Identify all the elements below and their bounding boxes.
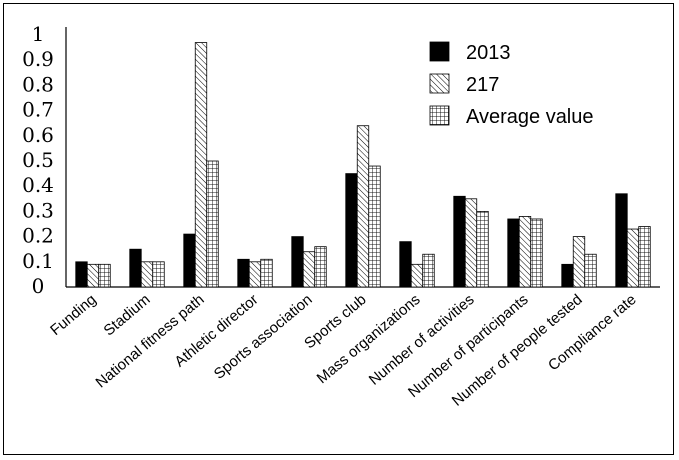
- bar-2013: [129, 248, 142, 288]
- bar-217: [248, 261, 262, 288]
- bar-2013: [561, 263, 574, 288]
- bar-2013: [507, 218, 520, 288]
- bar-average-value: [314, 246, 327, 288]
- y-tick-label: 0.9: [22, 47, 54, 71]
- bar-2013: [453, 195, 466, 288]
- bar-217: [410, 263, 424, 288]
- legend-label: 217: [466, 74, 499, 96]
- bar-2013: [291, 236, 304, 288]
- bar-217: [140, 261, 154, 288]
- bar-average-value: [476, 210, 489, 288]
- y-tick-label: 0.4: [22, 173, 54, 197]
- y-tick-label: 0.5: [22, 148, 54, 172]
- legend-swatch: [429, 105, 450, 126]
- bar-217: [626, 228, 640, 288]
- chart-frame: [3, 3, 674, 455]
- x-tick-label: Funding: [47, 291, 99, 339]
- bar-217: [194, 42, 208, 288]
- y-tick-label: 0.6: [22, 123, 54, 147]
- bar-217: [572, 236, 586, 288]
- y-tick-label: 0.8: [22, 72, 54, 96]
- bar-average-value: [98, 263, 111, 288]
- bar-average-value: [422, 253, 435, 288]
- bar-217: [86, 263, 100, 288]
- y-tick-label: 0.2: [22, 224, 54, 248]
- bar-217: [518, 216, 532, 288]
- bar-average-value: [638, 226, 651, 288]
- bar-2013: [345, 173, 358, 288]
- legend-swatch: [429, 41, 450, 62]
- plot-area: 00.10.20.30.40.50.60.70.80.91 Funding Stad…: [22, 22, 660, 410]
- x-tick-label: Stadium: [100, 291, 153, 339]
- bar-2013: [399, 241, 412, 288]
- legend-label: Average value: [466, 106, 594, 128]
- legend-label: 2013: [466, 42, 511, 64]
- y-tick-label: 0.7: [22, 98, 54, 122]
- bar-217: [302, 251, 316, 288]
- y-tick-label: 1: [32, 22, 45, 46]
- y-tick-label: 0.3: [22, 198, 54, 222]
- y-tick-label: 0.1: [22, 249, 54, 273]
- bar-average-value: [368, 165, 381, 288]
- bar-average-value: [152, 261, 165, 288]
- y-tick-label: 0: [32, 274, 45, 298]
- bar-2013: [75, 261, 88, 288]
- legend: 2013 217 Average value: [429, 41, 594, 128]
- bar-2013: [183, 233, 196, 288]
- bar-average-value: [584, 253, 597, 288]
- bar-2013: [237, 258, 250, 288]
- bar-217: [464, 198, 478, 288]
- bar-217: [356, 125, 370, 288]
- bar-average-value: [260, 258, 273, 288]
- bar-average-value: [206, 160, 219, 288]
- legend-swatch: [429, 73, 450, 94]
- bar-average-value: [530, 218, 543, 288]
- bar-2013: [615, 193, 628, 288]
- x-tick-label: Sports association: [211, 291, 316, 383]
